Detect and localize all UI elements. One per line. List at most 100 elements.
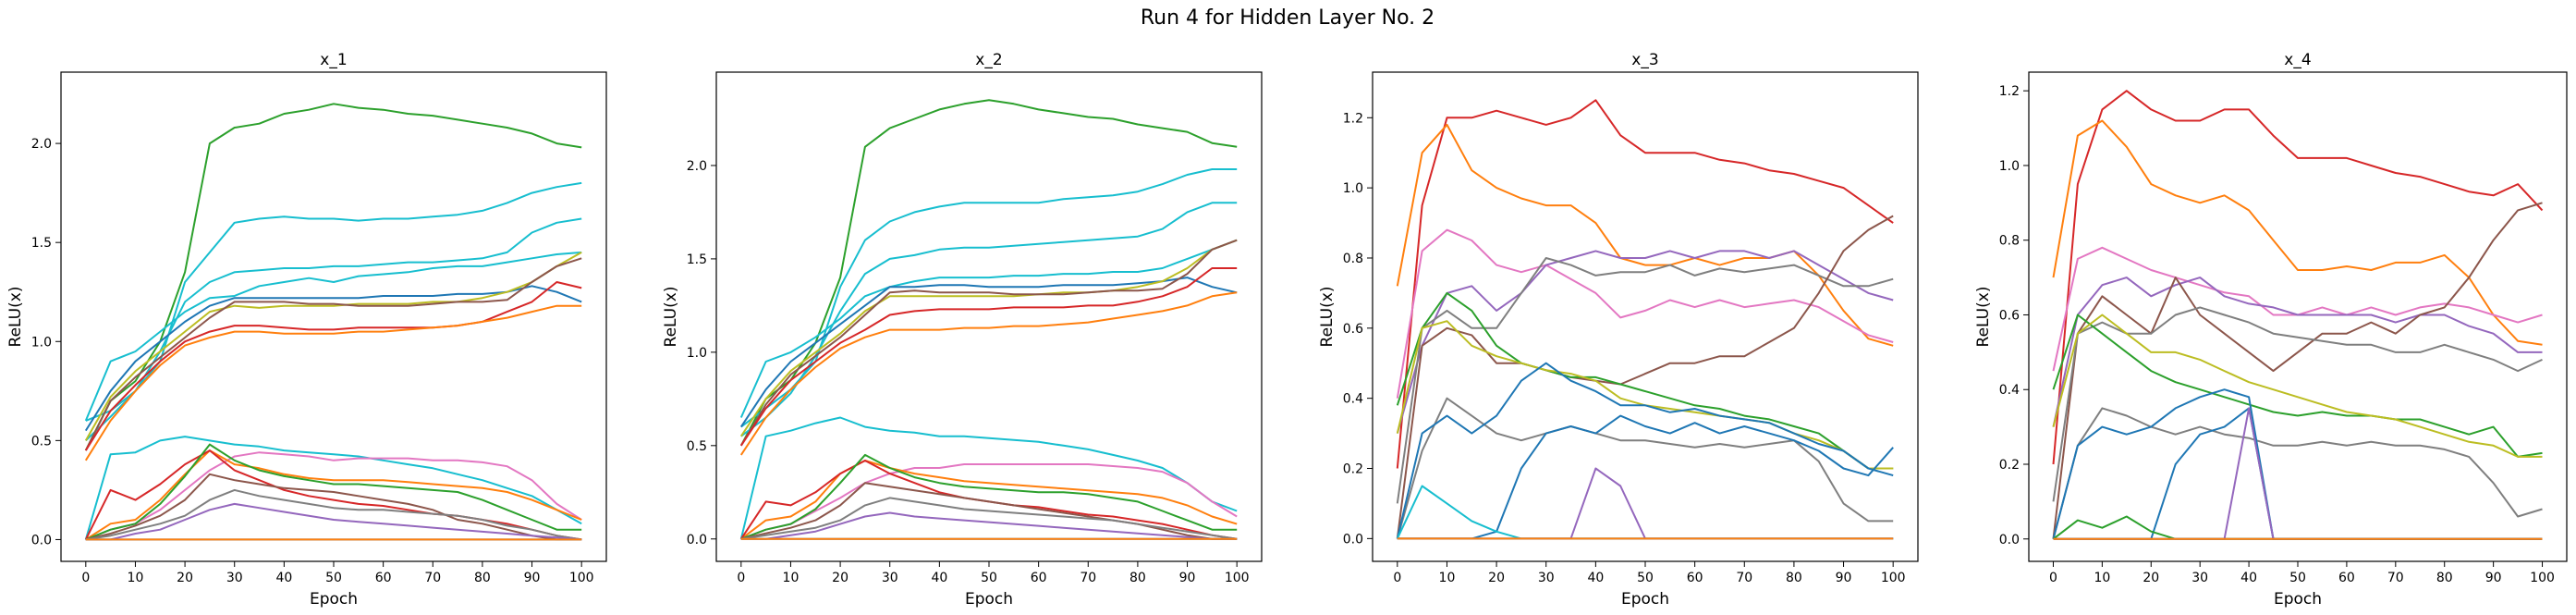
series-line-6 (84, 252, 582, 441)
y-tick-label: 0.8 (1999, 234, 2020, 249)
y-tick-label: 2.0 (31, 137, 52, 152)
series-line-8 (2052, 314, 2543, 458)
x-tick-label: 10 (783, 571, 800, 585)
y-tick-label: 1.0 (687, 346, 707, 361)
series-line-4 (1396, 250, 1894, 434)
series-line-11 (85, 451, 582, 541)
x-tick-label: 60 (375, 571, 392, 585)
x-tick-label: 80 (1786, 571, 1802, 585)
series-line-17 (85, 502, 582, 541)
series-line-13 (84, 449, 582, 541)
x-tick-label: 80 (474, 571, 491, 585)
x-tick-label: 40 (275, 571, 292, 585)
x-tick-label: 10 (2094, 571, 2110, 585)
y-tick-label: 0.2 (1999, 458, 2020, 473)
y-tick-label: 0.0 (1343, 532, 1363, 547)
subplot-title: x_4 (2284, 51, 2311, 69)
series-line-6 (1396, 215, 1894, 539)
series-line-7 (1396, 291, 1894, 470)
y-tick-label: 0.5 (31, 434, 52, 449)
series-line-9 (739, 291, 1238, 456)
x-tick-label: 100 (569, 571, 594, 585)
series-line-11 (740, 463, 1238, 540)
subplot-title: x_1 (320, 51, 347, 69)
x-tick-label: 90 (1179, 571, 1196, 585)
series-line-14 (740, 453, 1238, 540)
y-tick-label: 0.6 (1343, 322, 1363, 337)
series-line-1 (84, 103, 582, 451)
series-line-7 (739, 239, 1238, 447)
x-tick-label: 20 (1488, 571, 1505, 585)
series-line-2 (1396, 123, 1894, 347)
x-tick-label: 40 (1587, 571, 1604, 585)
series-line-4 (84, 251, 582, 422)
x-tick-label: 100 (1881, 571, 1906, 585)
subplots: 0 10 20 30 40 50 60 70 80 90 1000.00.51.01.52.0x_1… (6, 51, 2568, 609)
series-group (2052, 90, 2544, 540)
x-tick-label: 20 (177, 571, 193, 585)
series-line-16 (85, 488, 582, 541)
series-line-7 (84, 257, 582, 451)
series-line-15 (85, 473, 582, 541)
series-line-5 (84, 285, 582, 432)
x-tick-label: 0 (737, 571, 745, 585)
series-line-12 (740, 460, 1238, 540)
y-tick-label: 0.5 (687, 439, 707, 454)
subplot-x-4: 0 10 20 30 40 50 60 70 80 90 100 0.0 0.2 0.4 0.6 0.8 1.0… (1974, 51, 2568, 609)
y-tick-label: 1.0 (1999, 159, 2020, 174)
y-tick-label: 0.4 (1343, 392, 1363, 407)
x-tick-label: 40 (931, 571, 947, 585)
x-tick-label: 10 (1439, 571, 1456, 585)
series-line-10 (84, 436, 582, 540)
x-tick-label: 20 (2143, 571, 2159, 585)
series-line-2 (2052, 119, 2543, 346)
x-tick-label: 40 (2240, 571, 2257, 585)
y-tick-label: 1.5 (687, 252, 707, 267)
y-tick-label: 2.0 (687, 159, 707, 174)
series-line-5 (1396, 257, 1894, 504)
series-line-8 (84, 281, 582, 451)
x-tick-label: 100 (2530, 571, 2555, 585)
x-tick-label: 90 (2485, 571, 2502, 585)
y-tick-label: 1.2 (1343, 111, 1363, 126)
x-tick-label: 30 (882, 571, 898, 585)
y-tick-label: 0.2 (1343, 462, 1363, 477)
y-tick-label: 1.5 (31, 236, 52, 251)
series-line-10 (739, 416, 1238, 540)
series-line-5 (739, 277, 1238, 428)
y-axis-label: ReLU(x) (1318, 287, 1337, 348)
y-tick-label: 0.8 (1343, 252, 1363, 266)
x-tick-label: 70 (2387, 571, 2404, 585)
series-line-8 (739, 267, 1238, 447)
y-tick-label: 0.4 (1999, 383, 2020, 398)
x-tick-label: 50 (981, 571, 997, 585)
x-tick-label: 50 (2289, 571, 2306, 585)
x-tick-label: 70 (1736, 571, 1752, 585)
y-tick-label: 0.0 (687, 533, 707, 547)
x-tick-label: 60 (1031, 571, 1047, 585)
x-tick-label: 30 (1538, 571, 1555, 585)
subplot-x-3: 0 10 20 30 40 50 60 70 80 90 100 0.0 0.2 0.4 0.6 0.8 1.0… (1318, 51, 1919, 609)
x-tick-label: 100 (1225, 571, 1250, 585)
x-tick-label: 10 (128, 571, 144, 585)
x-axis-label: Epoch (310, 590, 358, 609)
x-tick-label: 30 (2191, 571, 2208, 585)
series-line-9 (84, 304, 582, 461)
x-tick-label: 60 (1687, 571, 1703, 585)
series-group (1396, 99, 1894, 540)
x-tick-label: 50 (1637, 571, 1654, 585)
y-tick-label: 0.0 (31, 533, 52, 547)
x-tick-label: 60 (2338, 571, 2355, 585)
series-line-14 (85, 443, 582, 541)
x-tick-label: 70 (1080, 571, 1096, 585)
y-axis-label: ReLU(x) (6, 287, 25, 348)
x-tick-label: 0 (1393, 571, 1401, 585)
series-line-4 (2052, 277, 2543, 427)
series-line-7 (2052, 314, 2543, 458)
x-tick-label: 50 (325, 571, 342, 585)
series-line-11 (1397, 414, 1894, 540)
x-axis-label: Epoch (2274, 590, 2322, 609)
subplot-title: x_2 (975, 51, 1002, 69)
